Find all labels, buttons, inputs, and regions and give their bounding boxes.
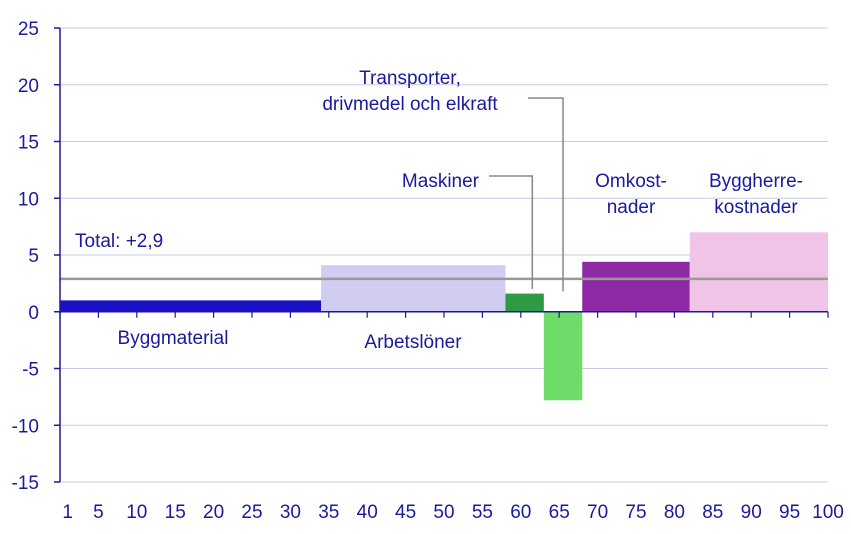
axes xyxy=(54,27,829,483)
leader-line-transporter xyxy=(528,97,564,292)
y-tick-label: -10 xyxy=(12,416,39,437)
x-tick-label: 30 xyxy=(280,502,301,523)
leader-line-maskiner xyxy=(489,175,534,290)
y-tick-label: 25 xyxy=(18,19,39,40)
x-tick-label: 50 xyxy=(433,502,454,523)
y-tick-label: 20 xyxy=(18,76,39,97)
bar xyxy=(582,261,690,312)
x-tick-label: 95 xyxy=(779,502,800,523)
x-tick-label: 20 xyxy=(203,502,224,523)
y-tick-label: 5 xyxy=(28,246,39,267)
x-tick-label: 75 xyxy=(625,502,646,523)
x-tick-labels: 1 5 10 15 20 25 30 35 40 45 50 55 60 65 70 75 80 85 90 95 10… xyxy=(62,502,843,523)
y-tick-label: 0 xyxy=(28,303,39,324)
label-byggherre-line2: kostnader xyxy=(714,197,798,218)
bar xyxy=(505,293,544,312)
y-tick-labels: 25 20 15 10 5 0 -5 -10 -15 xyxy=(12,19,39,494)
x-tick-label: 85 xyxy=(702,502,723,523)
bars xyxy=(60,232,828,401)
label-arbetsloner: Arbetslöner xyxy=(364,332,462,353)
x-tick-label: 40 xyxy=(357,502,378,523)
x-tick-label: 60 xyxy=(510,502,531,523)
bar xyxy=(60,300,322,312)
x-tick-label: 90 xyxy=(741,502,762,523)
gridlines xyxy=(60,27,828,483)
x-tick-label: 70 xyxy=(587,502,608,523)
label-maskiner: Maskiner xyxy=(402,171,480,192)
y-tick-label: -15 xyxy=(12,473,39,494)
y-tick-label: -5 xyxy=(22,360,39,381)
x-tick-label: 80 xyxy=(664,502,685,523)
label-byggherre-line1: Byggherre- xyxy=(709,171,803,192)
y-tick-label: 15 xyxy=(18,133,39,154)
x-tick-label: 1 xyxy=(62,502,73,523)
label-byggmaterial: Byggmaterial xyxy=(118,328,229,349)
x-tick-label: 10 xyxy=(126,502,147,523)
label-omkostnader-line2: nader xyxy=(607,197,656,218)
x-tick-label: 55 xyxy=(472,502,493,523)
label-omkostnader-line1: Omkost- xyxy=(595,171,667,192)
bar xyxy=(689,232,828,312)
x-tick-label: 35 xyxy=(318,502,339,523)
x-tick-label: 25 xyxy=(241,502,262,523)
x-tick-label: 45 xyxy=(395,502,416,523)
leader-lines xyxy=(489,97,564,292)
x-tick-label: 15 xyxy=(165,502,186,523)
x-tick-label: 5 xyxy=(93,502,104,523)
x-tick-label: 65 xyxy=(549,502,570,523)
bar xyxy=(543,311,583,401)
label-transporter-line2: drivmedel och elkraft xyxy=(322,94,498,115)
x-tick-label: 100 xyxy=(812,502,844,523)
label-transporter-line1: Transporter, xyxy=(359,68,461,89)
y-tick-label: 10 xyxy=(18,189,39,210)
total-label: Total: +2,9 xyxy=(75,231,163,252)
bar xyxy=(321,265,506,312)
